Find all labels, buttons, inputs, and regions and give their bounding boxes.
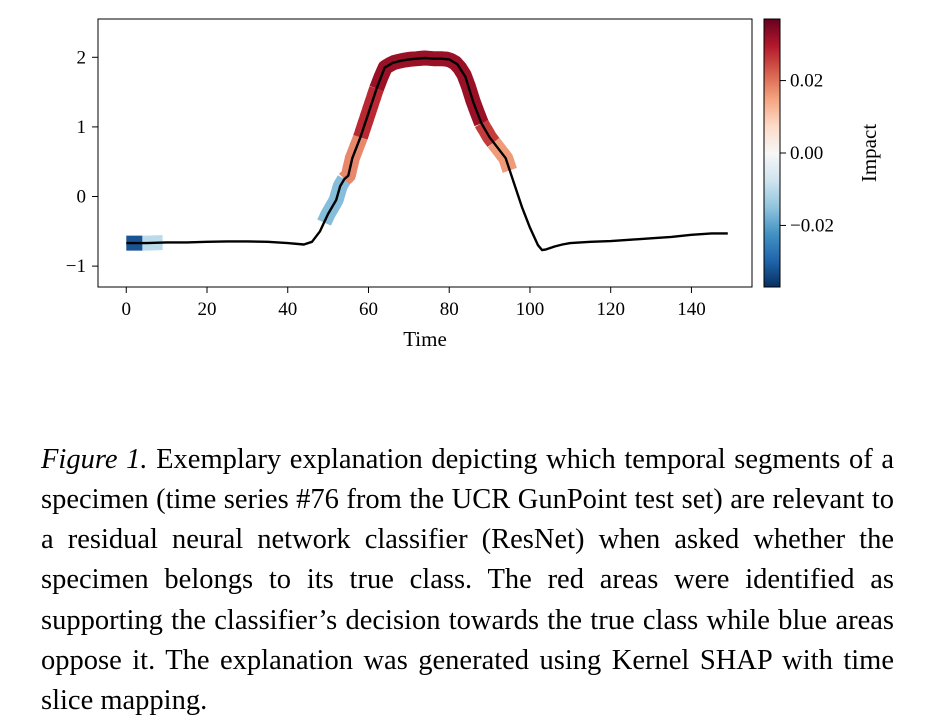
colorbar-tick-label: 0.00	[790, 143, 823, 164]
x-tick-label: 20	[198, 299, 217, 320]
y-tick-label: 1	[77, 117, 87, 138]
y-tick-label: 0	[77, 187, 87, 208]
caption-figure-label: Figure 1.	[41, 443, 148, 475]
x-tick-label: 0	[122, 299, 132, 320]
y-tick-label: 2	[77, 47, 87, 68]
x-tick-label: 100	[516, 299, 545, 320]
caption-text: Exemplary explanation depicting which te…	[41, 443, 894, 717]
x-tick-label: 120	[596, 299, 625, 320]
series-line-group	[126, 56, 728, 252]
impact-segment-5	[369, 50, 489, 127]
y-axis-ticks: −1 0 1 2	[66, 47, 98, 277]
shap-chart: 0 20 40 60 80 100 120 140 −1 0 1 2 Time −0.02 0.00 0…	[66, 18, 881, 351]
colorbar-tick-label: −0.02	[790, 215, 834, 236]
y-tick-label: −1	[66, 256, 86, 277]
plot-area-frame	[97, 18, 753, 288]
x-tick-label: 60	[359, 299, 378, 320]
series-line	[126, 56, 728, 252]
colorbar-tick-label: 0.02	[790, 71, 823, 92]
x-axis-ticks: 0 20 40 60 80 100 120 140	[122, 287, 706, 320]
figure-caption: Figure 1. Exemplary explanation depictin…	[41, 440, 894, 722]
colorbar	[763, 18, 781, 288]
colorbar-label: Impact	[857, 124, 881, 182]
x-tick-label: 40	[278, 299, 297, 320]
impact-segments	[119, 50, 517, 251]
figure: 0 20 40 60 80 100 120 140 −1 0 1 2 Time −0.02 0.00 0…	[66, 18, 881, 351]
colorbar-ticks: −0.02 0.00 0.02	[780, 71, 834, 236]
x-tick-label: 80	[440, 299, 459, 320]
x-axis-label: Time	[403, 327, 447, 351]
x-tick-label: 140	[677, 299, 706, 320]
